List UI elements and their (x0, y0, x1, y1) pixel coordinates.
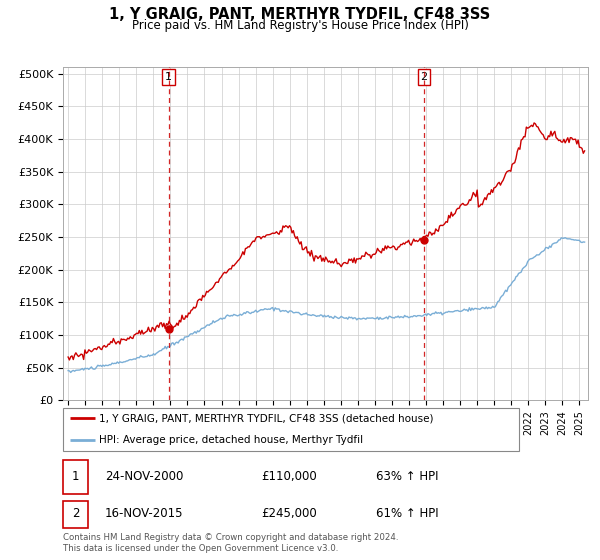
FancyBboxPatch shape (63, 408, 519, 451)
Text: Price paid vs. HM Land Registry's House Price Index (HPI): Price paid vs. HM Land Registry's House … (131, 19, 469, 32)
Text: HPI: Average price, detached house, Merthyr Tydfil: HPI: Average price, detached house, Mert… (100, 435, 364, 445)
Text: 1, Y GRAIG, PANT, MERTHYR TYDFIL, CF48 3SS: 1, Y GRAIG, PANT, MERTHYR TYDFIL, CF48 3… (109, 7, 491, 22)
Text: 2: 2 (421, 72, 428, 82)
Text: 1: 1 (72, 470, 79, 483)
Text: £110,000: £110,000 (262, 470, 317, 483)
Text: 2: 2 (72, 507, 79, 520)
FancyBboxPatch shape (63, 460, 88, 494)
Text: 63% ↑ HPI: 63% ↑ HPI (376, 470, 439, 483)
Text: £245,000: £245,000 (262, 507, 317, 520)
Text: Contains HM Land Registry data © Crown copyright and database right 2024.
This d: Contains HM Land Registry data © Crown c… (63, 533, 398, 553)
FancyBboxPatch shape (63, 501, 88, 528)
Text: 24-NOV-2000: 24-NOV-2000 (105, 470, 183, 483)
Text: 61% ↑ HPI: 61% ↑ HPI (376, 507, 439, 520)
Text: 16-NOV-2015: 16-NOV-2015 (105, 507, 183, 520)
Text: 1: 1 (165, 72, 172, 82)
Text: 1, Y GRAIG, PANT, MERTHYR TYDFIL, CF48 3SS (detached house): 1, Y GRAIG, PANT, MERTHYR TYDFIL, CF48 3… (100, 413, 434, 423)
